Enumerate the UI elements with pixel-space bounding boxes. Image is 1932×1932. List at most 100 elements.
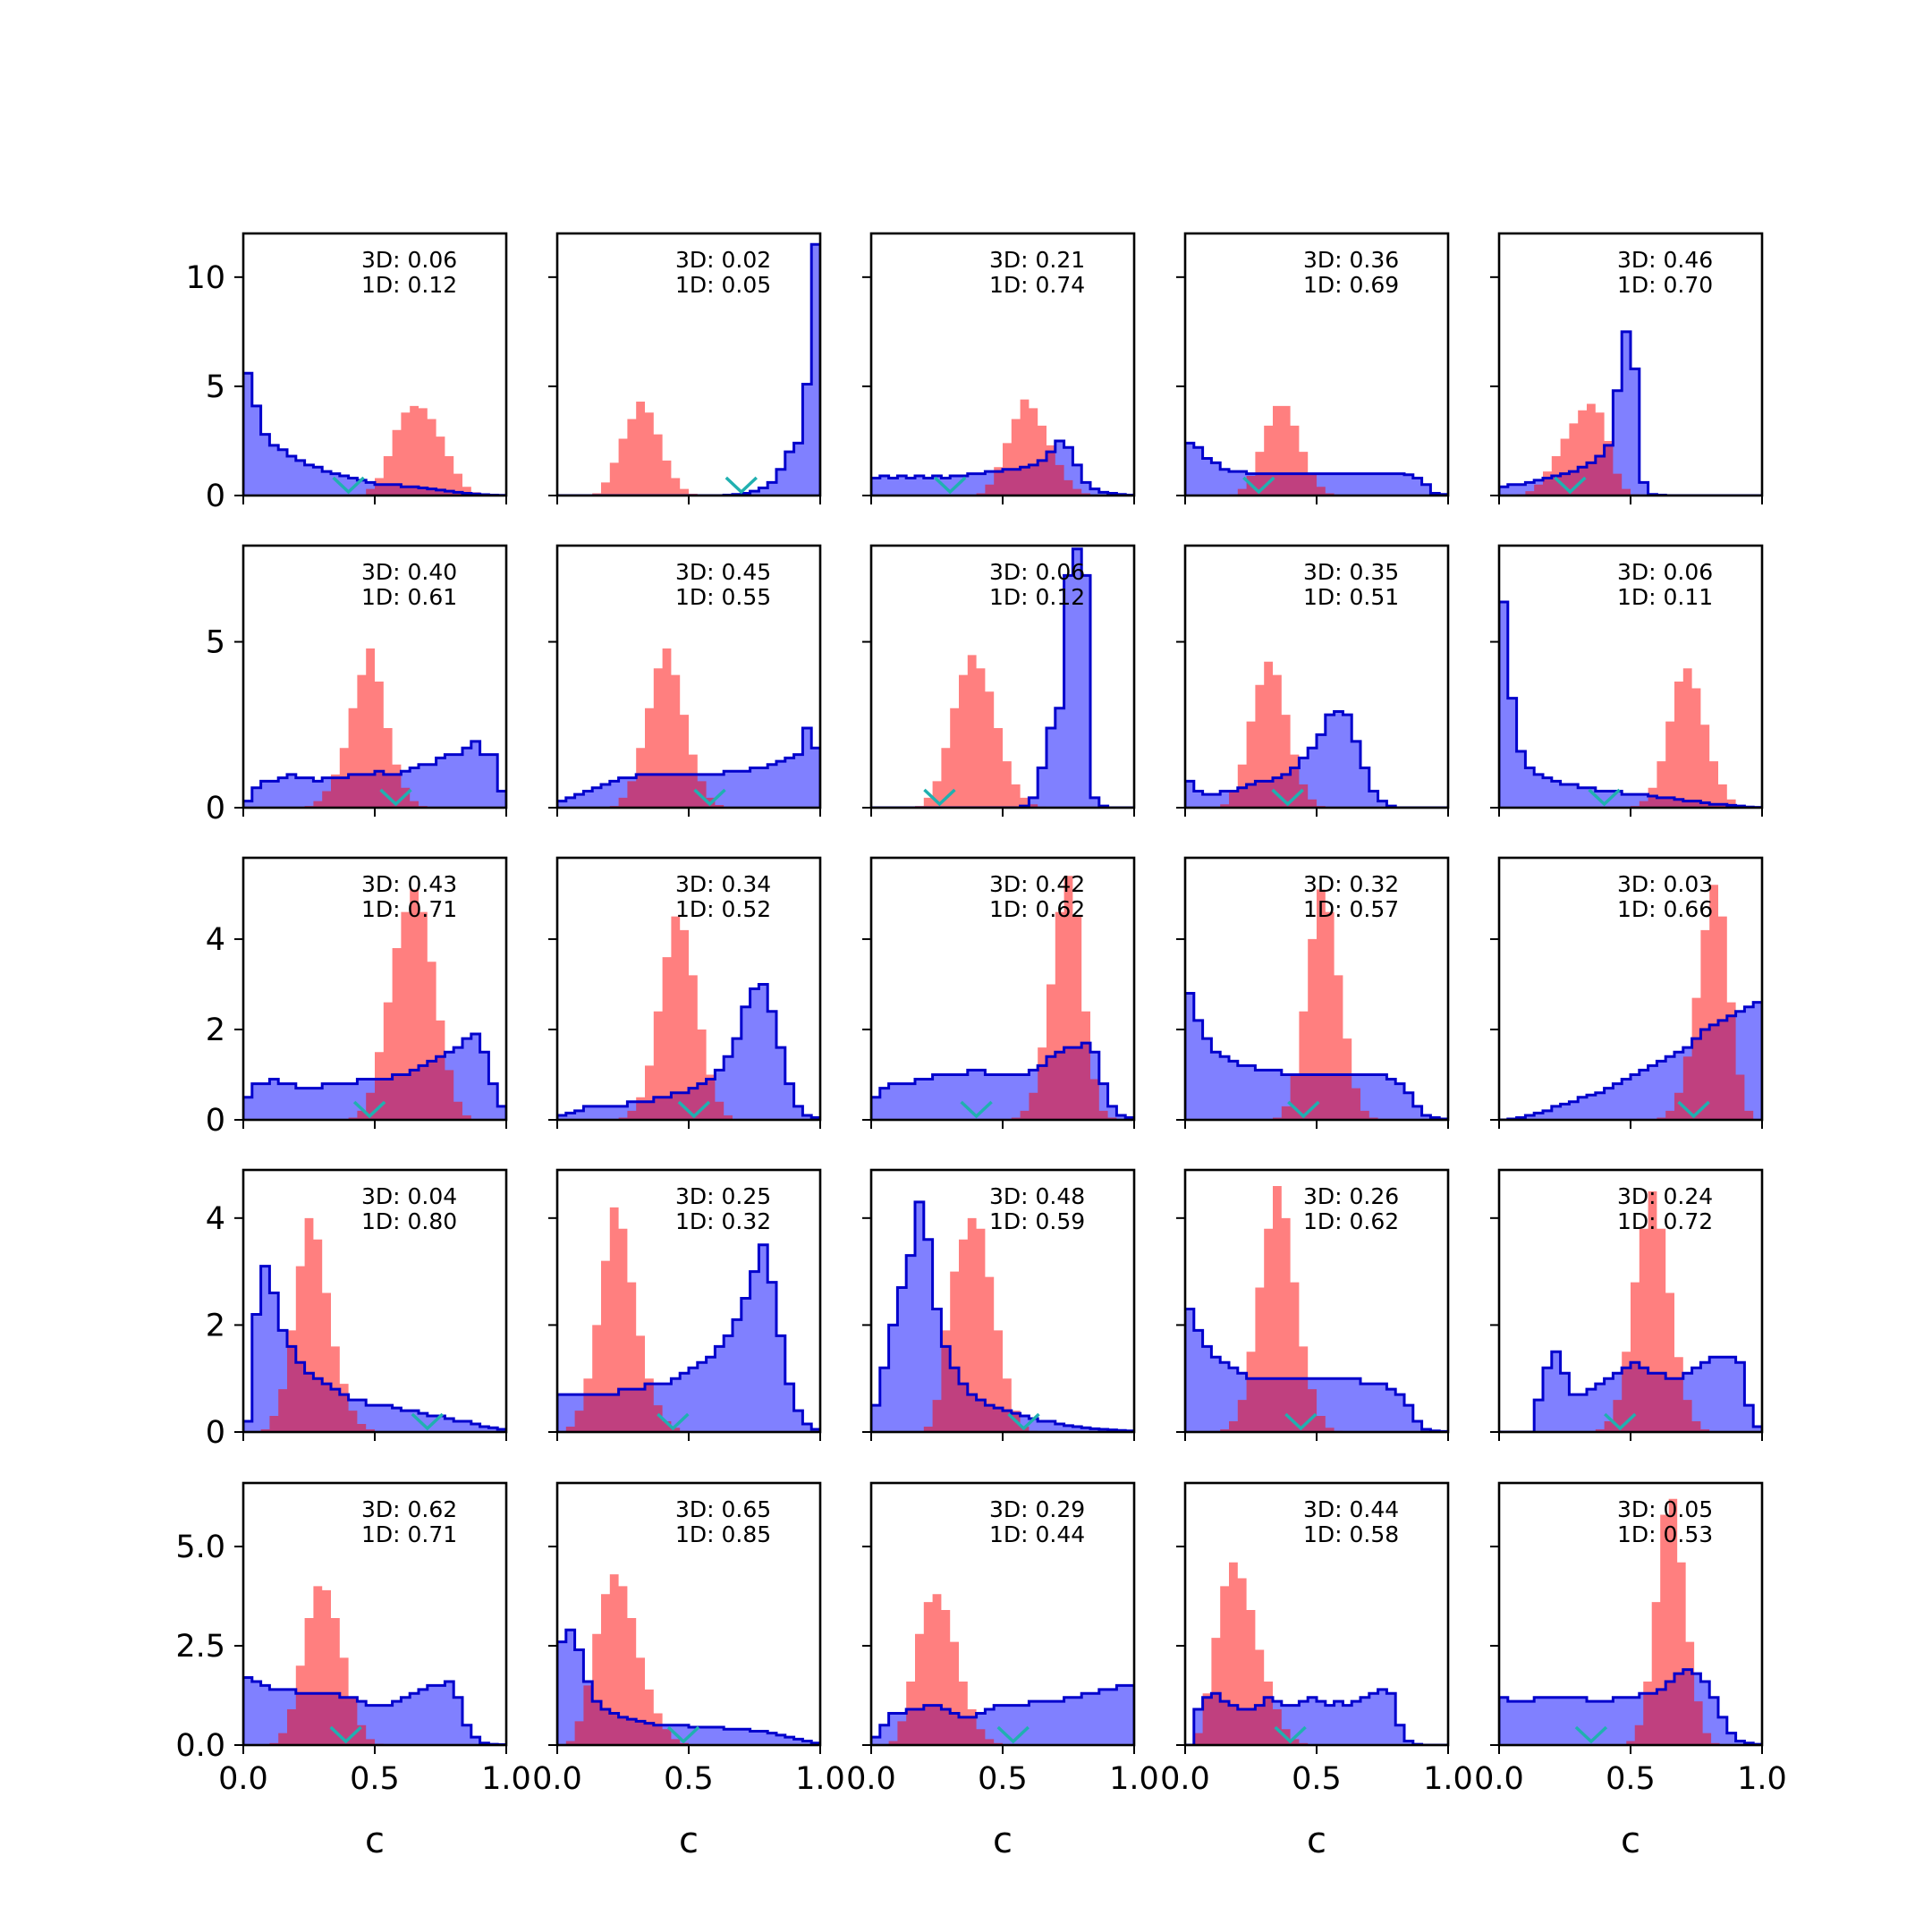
blue-histogram-edge <box>243 1676 506 1745</box>
label-3d: 3D: 0.40 <box>361 559 457 585</box>
label-3d: 3D: 0.06 <box>1617 559 1713 585</box>
label-3d: 3D: 0.34 <box>675 871 771 897</box>
label-1d: 1D: 0.80 <box>361 1208 457 1234</box>
median-marker <box>934 476 967 495</box>
blue-histogram-fill <box>1499 331 1762 496</box>
median-marker <box>329 1725 362 1744</box>
blue-histogram-edge <box>871 1041 1134 1120</box>
blue-histogram-fill <box>1185 711 1448 808</box>
median-marker <box>352 1100 386 1119</box>
median-marker <box>996 1725 1030 1744</box>
panel-plot-area <box>1185 405 1448 496</box>
blue-histogram-edge <box>1185 441 1448 496</box>
red-histogram-fill <box>1185 405 1448 496</box>
label-3d: 3D: 0.62 <box>361 1496 457 1522</box>
blue-histogram-fill <box>557 727 820 808</box>
median-marker <box>1242 476 1275 495</box>
blue-histogram-edge <box>1499 600 1762 808</box>
panel-plot-area <box>871 1200 1134 1432</box>
panel-plot-area <box>1499 330 1762 496</box>
label-1d: 1D: 0.69 <box>1303 272 1399 298</box>
red-histogram-fill <box>557 402 820 496</box>
red-histogram-fill <box>1499 668 1762 808</box>
red-histogram-fill <box>243 1586 506 1745</box>
panel-plot-area <box>1185 889 1448 1120</box>
label-1d: 1D: 0.12 <box>989 584 1085 610</box>
x-axis-label: c <box>1621 1820 1640 1861</box>
label-3d: 3D: 0.65 <box>675 1496 771 1522</box>
x-tick-label: 0.5 <box>1292 1761 1342 1797</box>
red-histogram-fill <box>243 889 506 1120</box>
median-marker <box>960 1100 993 1119</box>
blue-histogram-fill <box>243 373 506 496</box>
blue-histogram-fill <box>871 1201 1134 1432</box>
y-tick-label: 5 <box>206 369 225 405</box>
label-3d: 3D: 0.02 <box>675 247 771 273</box>
x-tick-label: 0.5 <box>350 1761 400 1797</box>
label-3d: 3D: 0.35 <box>1303 559 1399 585</box>
red-histogram-fill <box>1499 885 1762 1120</box>
blue-histogram-edge <box>243 740 506 808</box>
label-1d: 1D: 0.32 <box>675 1208 771 1234</box>
x-tick-label: 0.5 <box>664 1761 714 1797</box>
x-tick-label: 0.0 <box>532 1761 582 1797</box>
blue-histogram-edge <box>1185 1307 1448 1432</box>
red-histogram-fill <box>1185 1185 1448 1432</box>
label-3d: 3D: 0.26 <box>1303 1183 1399 1209</box>
median-marker <box>1271 788 1304 807</box>
panel-plot-area <box>557 1207 820 1432</box>
label-1d: 1D: 0.12 <box>361 272 457 298</box>
median-marker <box>1007 1412 1040 1431</box>
blue-histogram-edge <box>871 1200 1134 1432</box>
label-3d: 3D: 0.45 <box>675 559 771 585</box>
y-tick-label: 2 <box>206 1013 225 1048</box>
panel-plot-area <box>871 876 1134 1120</box>
label-1d: 1D: 0.70 <box>1617 272 1713 298</box>
median-marker <box>379 788 412 807</box>
blue-histogram-edge <box>1185 1688 1448 1745</box>
blue-histogram-edge <box>1185 709 1448 808</box>
label-1d: 1D: 0.53 <box>1617 1521 1713 1547</box>
x-tick-label: 1.0 <box>1423 1761 1473 1797</box>
red-histogram-fill <box>243 1217 506 1432</box>
x-axis-label: c <box>993 1820 1013 1861</box>
red-histogram-fill <box>243 648 506 808</box>
x-tick-label: 1.0 <box>1109 1761 1159 1797</box>
label-1d: 1D: 0.05 <box>675 272 771 298</box>
median-marker <box>1554 476 1587 495</box>
median-marker <box>332 476 365 495</box>
red-histogram-fill <box>557 916 820 1120</box>
median-marker <box>677 1100 711 1119</box>
label-3d: 3D: 0.06 <box>989 559 1085 585</box>
label-1d: 1D: 0.62 <box>1303 1208 1399 1234</box>
panel-plot-area <box>871 547 1134 808</box>
red-histogram-fill <box>1185 661 1448 808</box>
label-3d: 3D: 0.21 <box>989 247 1085 273</box>
label-1d: 1D: 0.66 <box>1617 896 1713 922</box>
panel-plot-area <box>557 916 820 1120</box>
red-histogram-fill <box>871 1594 1134 1745</box>
red-histogram-fill <box>1185 889 1448 1120</box>
panel-plot-area <box>1185 661 1448 808</box>
blue-histogram-edge <box>871 547 1134 808</box>
panel-plot-area <box>1499 1498 1762 1745</box>
panel-plot-area <box>243 371 506 496</box>
panel-plot-area <box>1185 1185 1448 1432</box>
label-1d: 1D: 0.85 <box>675 1521 771 1547</box>
y-tick-label: 0 <box>206 479 225 514</box>
median-marker <box>657 1412 690 1431</box>
panel-plot-area <box>871 399 1134 496</box>
label-3d: 3D: 0.06 <box>361 247 457 273</box>
label-3d: 3D: 0.03 <box>1617 871 1713 897</box>
panel-plot-area <box>1499 600 1762 808</box>
blue-histogram-fill <box>557 984 820 1120</box>
panel-plot-area <box>243 889 506 1120</box>
blue-histogram-edge <box>557 982 820 1120</box>
